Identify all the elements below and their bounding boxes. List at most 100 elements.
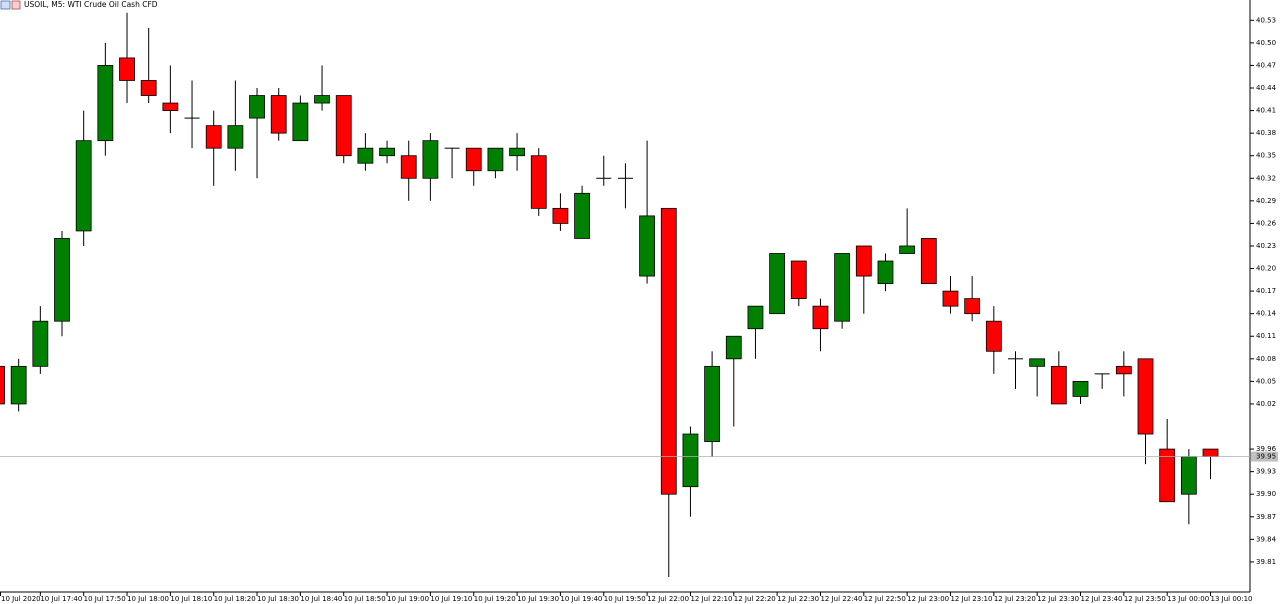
- x-tick-label: 10 Jul 19:00: [387, 595, 429, 603]
- candle-body: [855, 245, 872, 277]
- candle-body: [1202, 448, 1219, 457]
- y-tick-label: 40.53: [1256, 16, 1276, 24]
- x-tick-label: 10 Jul 18:10: [170, 595, 212, 603]
- candle-body: [32, 320, 49, 367]
- candle-body: [1137, 358, 1154, 435]
- y-tick-label: 39.90: [1256, 490, 1276, 498]
- candle-body: [812, 305, 829, 330]
- candle-body: [509, 147, 525, 157]
- y-tick-label: 40.05: [1256, 377, 1276, 385]
- x-tick-label: 12 Jul 22:10: [690, 595, 732, 603]
- current-price-label: 39.95: [1256, 453, 1276, 461]
- x-tick-label: 13 Jul 00:10: [1211, 595, 1253, 603]
- y-tick-label: 40.02: [1256, 400, 1276, 408]
- candle-body: [357, 147, 374, 164]
- candle-body: [704, 365, 721, 442]
- y-tick-label: 39.96: [1256, 445, 1277, 453]
- candle-body: [552, 207, 569, 224]
- x-tick-label: 10 Jul 19:20: [474, 595, 516, 603]
- x-tick-label: 10 Jul 19:30: [517, 595, 559, 603]
- y-tick-label: 40.20: [1256, 265, 1276, 273]
- candle-body: [682, 433, 699, 488]
- candle-body: [639, 215, 655, 277]
- candle-body: [292, 102, 309, 142]
- candle-body: [920, 238, 937, 284]
- x-tick-label: 10 Jul 19:50: [604, 595, 646, 603]
- candle-body: [790, 260, 807, 300]
- x-tick-label: 12 Jul 23:30: [1037, 595, 1079, 603]
- candle-body: [1072, 380, 1089, 397]
- candle-body: [0, 365, 5, 405]
- candle-body: [1050, 365, 1067, 405]
- x-tick-label: 10 Jul 19:40: [560, 595, 602, 603]
- candle-body: [769, 253, 786, 315]
- candle-body: [660, 207, 677, 495]
- y-tick-label: 40.41: [1256, 107, 1276, 115]
- candle-body: [530, 155, 547, 209]
- x-tick-label: 10 Jul 17:40: [40, 595, 82, 603]
- x-tick-label: 12 Jul 23:10: [950, 595, 992, 603]
- y-tick-label: 39.84: [1256, 535, 1277, 543]
- x-tick-label: 12 Jul 23:50: [1124, 595, 1166, 603]
- x-tick-label: 12 Jul 22:30: [777, 595, 819, 603]
- x-tick-label: 12 Jul 22:20: [734, 595, 776, 603]
- x-tick-label: 10 Jul 18:20: [214, 595, 256, 603]
- y-tick-label: 40.08: [1256, 355, 1276, 363]
- x-tick-label: 10 Jul 18:50: [344, 595, 386, 603]
- candle-body: [335, 95, 352, 157]
- candle-body: [574, 192, 590, 239]
- candle-body: [75, 140, 92, 232]
- candle-body: [942, 290, 959, 307]
- candle-body: [227, 125, 244, 149]
- y-tick-label: 40.32: [1256, 174, 1276, 182]
- y-tick-label: 40.35: [1256, 152, 1276, 160]
- candle-body: [747, 305, 764, 330]
- x-tick-label: 10 Jul 18:00: [127, 595, 169, 603]
- x-tick-label: 10 Jul 2020: [1, 595, 41, 603]
- y-tick-label: 39.87: [1256, 513, 1276, 521]
- candle-body: [379, 147, 395, 157]
- candle-body: [1180, 456, 1197, 495]
- candle-body: [1115, 365, 1132, 375]
- y-tick-label: 40.17: [1256, 287, 1276, 295]
- x-tick-label: 10 Jul 19:10: [430, 595, 472, 603]
- candle-body: [877, 260, 894, 284]
- candle-body: [162, 102, 179, 111]
- y-tick-label: 40.26: [1256, 219, 1277, 227]
- candle-body: [465, 147, 482, 172]
- x-tick-label: 12 Jul 22:40: [820, 595, 862, 603]
- x-tick-label: 10 Jul 18:40: [300, 595, 342, 603]
- x-tick-label: 12 Jul 22:00: [647, 595, 689, 603]
- x-tick-label: 12 Jul 23:40: [1081, 595, 1123, 603]
- y-tick-label: 40.47: [1256, 61, 1276, 69]
- candle-body: [1159, 448, 1176, 503]
- candle-body: [10, 365, 27, 405]
- x-tick-label: 10 Jul 18:30: [257, 595, 299, 603]
- candle-body: [400, 155, 417, 179]
- y-tick-label: 40.38: [1256, 129, 1276, 137]
- y-tick-label: 39.93: [1256, 468, 1276, 476]
- candle-body: [97, 65, 114, 142]
- y-tick-label: 40.23: [1256, 242, 1276, 250]
- candle-body: [54, 238, 70, 322]
- current-price-box: [1251, 451, 1278, 462]
- candle-body: [140, 80, 157, 96]
- candle-body: [314, 95, 330, 104]
- candle-body: [725, 335, 742, 360]
- candle-body: [985, 320, 1002, 352]
- candle-body: [205, 125, 222, 149]
- y-tick-label: 40.14: [1256, 310, 1277, 318]
- y-tick-label: 39.81: [1256, 558, 1276, 566]
- x-tick-label: 10 Jul 17:50: [84, 595, 126, 603]
- chart-title: USOIL, M5: WTI Crude Oil Cash CFD: [24, 0, 158, 9]
- candle-body: [249, 95, 265, 119]
- candle-body: [422, 140, 439, 179]
- y-tick-label: 40.29: [1256, 197, 1276, 205]
- y-tick-label: 40.50: [1256, 39, 1276, 47]
- candle-body: [964, 298, 981, 315]
- candle-body: [119, 57, 135, 81]
- chart-icon: [0, 0, 21, 10]
- candle-body: [1029, 358, 1046, 367]
